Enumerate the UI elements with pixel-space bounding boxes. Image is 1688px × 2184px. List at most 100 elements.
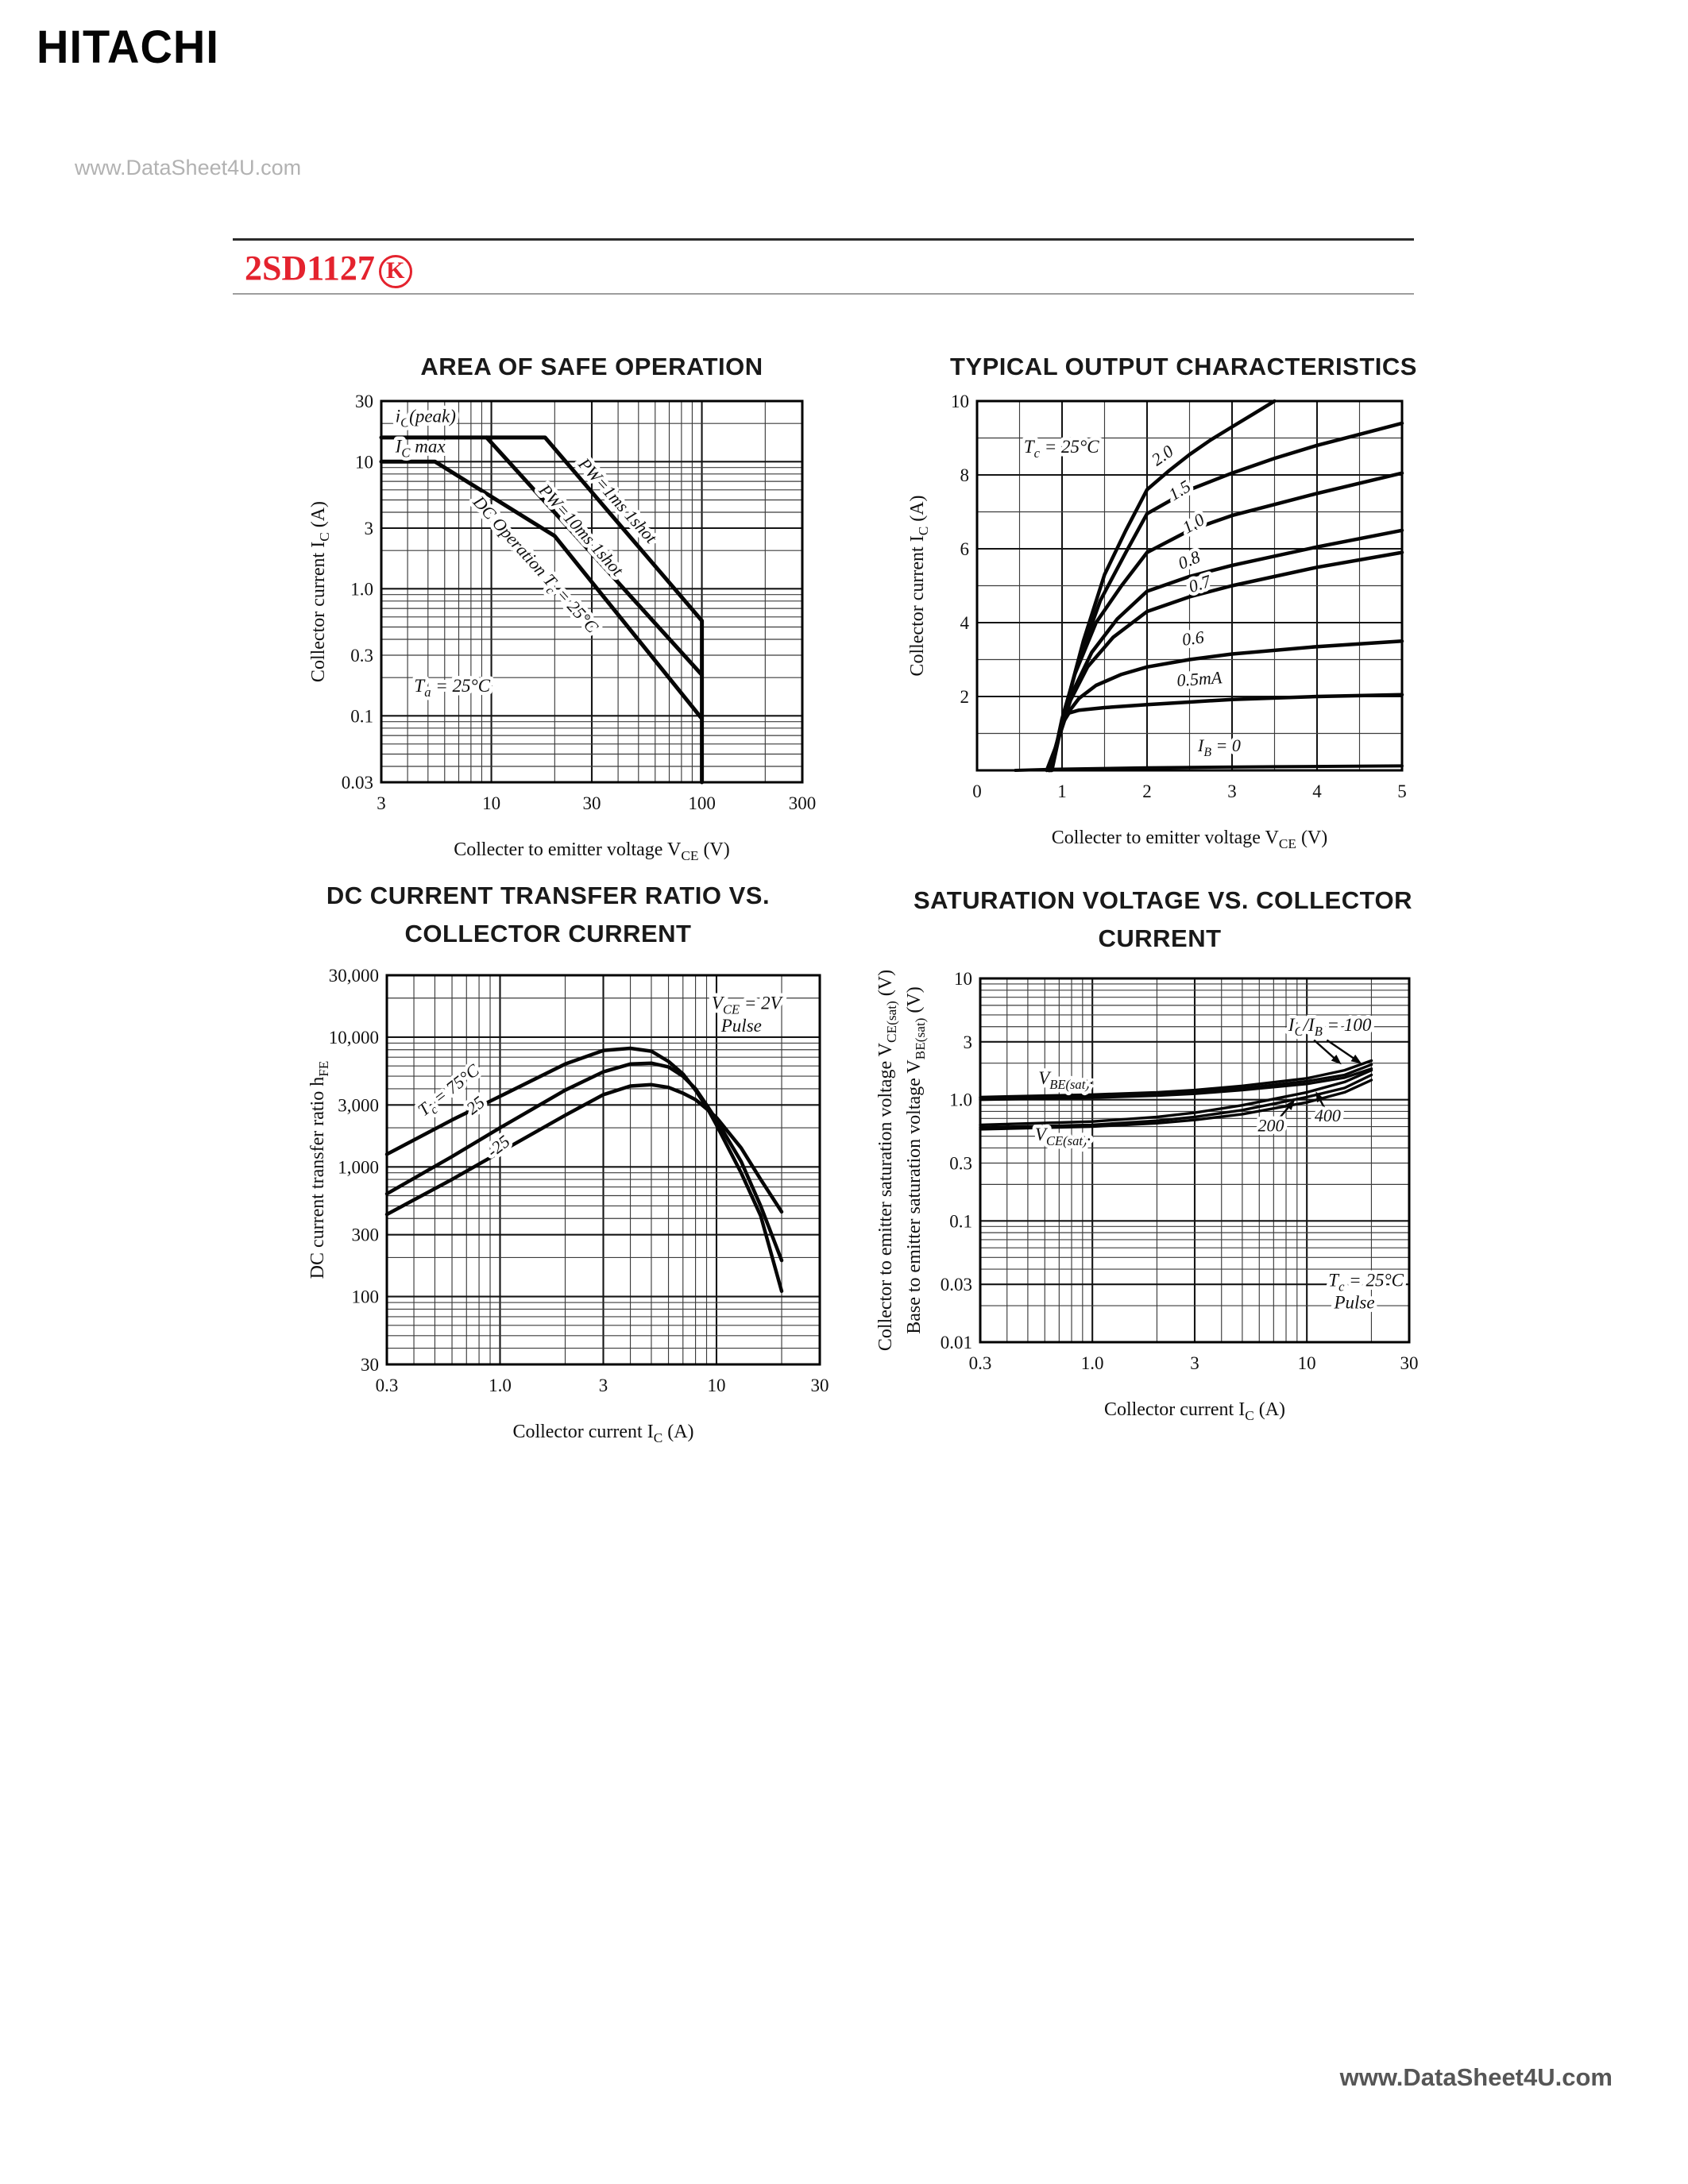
vsat-series-vbe-sat-ic-ib-100 [979,1059,1373,1099]
vsat-series-vce-sat-ic-ib-200 [979,1073,1373,1129]
vsat-y-tick-label: 0.1 [949,1211,972,1231]
hfe-y-tick-label: 1,000 [338,1157,379,1177]
output-x-tick-label: 1 [1057,781,1067,801]
output-y-axis-title: Collector current IC (A) [907,495,931,676]
vsat-annotation-arrowhead-0 [1331,1055,1342,1065]
vsat-tick-labels: 0.3 1.0 3 10 30 10 3 1.0 0.3 0.1 0.03 0.01 [941,969,1419,1373]
vsat-curve-label: 200 [1257,1115,1284,1135]
output-y-tick-label: 4 [960,613,970,633]
vsat-curve-label: VBE(sat). [1038,1068,1094,1092]
aso-y-tick-label: 30 [355,392,373,411]
hfe-y-tick-label: 30,000 [329,966,379,986]
output-x-tick-label: 0 [972,781,982,801]
hfe-curve-label: VCE = 2V [712,993,784,1017]
vsat-x-tick-label: 10 [1298,1353,1316,1373]
vsat-y-tick-label: 3 [964,1032,973,1052]
vsat-x-tick-label: 0.3 [969,1353,992,1373]
vsat-curve-label: VCE(sat). [1035,1125,1091,1148]
vsat-annotation-arrow-0 [1313,1039,1338,1061]
vsat-x-axis-title: Collector current IC (A) [1104,1399,1285,1423]
output-plot-border [975,399,1404,772]
output-x-axis-title: Collecter to emitter voltage VCE (V) [1052,828,1328,851]
vsat-annotation-arrowhead-1 [1350,1054,1362,1064]
vsat-x-tick-label: 1.0 [1081,1353,1104,1373]
output-curve-label: 0.8 [1175,546,1203,573]
output-tick-labels: 0 1 2 3 4 5 2 4 6 8 10 [951,392,1407,801]
output-x-tick-label: 5 [1397,781,1407,801]
output-series-ib-0.5mA [1045,693,1404,773]
hfe-series-tc-minus-25c [384,1082,784,1217]
part-suffix-k-circle: K [378,255,412,288]
output-y-tick-label: 8 [960,465,970,485]
output-series-ib-1.0mA [1048,471,1404,773]
divider-top [233,238,1414,241]
aso-series [379,435,705,785]
aso-y-axis-title: Collector current IC (A) [308,501,332,682]
hfe-y-tick-label: 10,000 [329,1028,379,1048]
aso-curve-label: Ta = 25°C [414,676,490,700]
aso-y-tick-label: 0.03 [342,773,373,793]
aso-series-pw-10ms-1shot [485,435,705,677]
hfe-x-tick-label: 0.3 [376,1376,399,1395]
vsat-curve-label: Pulse [1333,1292,1374,1312]
output-series [1014,399,1404,773]
hfe-y-axis-title: DC current transfer ratio hFE [307,1061,331,1279]
vsat-chart: 0.3 1.0 3 10 30 10 3 1.0 0.3 0.1 0.03 0.01 Collector… [875,969,1419,1423]
hfe-plot-border [385,974,821,1366]
hfe-curve-label: Pulse [720,1016,762,1036]
hfe-series-tc-75c [384,1046,784,1294]
vsat-annotations: VBE(sat). VCE(sat). IC/IB = 100 400 200 Tc = … [1031,1011,1408,1316]
part-number-text: 2SD1127 [245,249,375,287]
output-y-tick-label: 10 [951,392,969,411]
vsat-series-vce-sat-ic-ib-400 [979,1068,1373,1127]
aso-x-axis-title: Collecter to emitter voltage VCE (V) [454,839,730,863]
aso-plot-border [380,399,804,784]
output-x-tick-label: 3 [1227,781,1237,801]
output-curve-label: IB = 0 [1197,735,1241,759]
hfe-y-tick-label: 30 [361,1355,379,1375]
hfe-chart: 0.3 1.0 3 10 30 30,000 10,000 3,000 1,000 300 100 3… [307,966,829,1445]
output-x-tick-label: 4 [1312,781,1322,801]
vsat-curve-label: Tc = 25°C [1328,1270,1404,1294]
aso-curve-label: IC max [395,436,446,460]
vsat-series-vce-sat-ic-ib-100 [979,1078,1373,1131]
hfe-x-tick-label: 1.0 [489,1376,512,1395]
vsat-x-tick-label: 3 [1190,1353,1199,1373]
output-y-tick-label: 6 [960,539,970,559]
vsat-series-vbe-sat-ic-ib-200 [979,1063,1373,1100]
divider-bottom [233,293,1414,295]
vsat-series [979,1059,1373,1131]
aso-x-tick-label: 10 [482,793,500,813]
aso-y-tick-label: 0.3 [350,646,373,666]
output-curve-label: 0.6 [1180,627,1205,650]
vsat-curve-label: 400 [1315,1106,1341,1125]
aso-x-tick-label: 300 [789,793,817,813]
vsat-y-axis-title: Base to emitter saturation voltage VBE(s… [904,986,928,1334]
aso-y-tick-label: 3 [365,519,374,538]
output-y-tick-label: 2 [960,687,970,707]
aso-x-tick-label: 30 [583,793,601,813]
vsat-y-tick-label: 0.03 [941,1275,972,1295]
hfe-x-tick-label: 3 [599,1376,608,1395]
hfe-y-tick-label: 3,000 [338,1095,379,1115]
watermark-top: www.DataSheet4U.com [75,156,302,179]
vsat-y-tick-label: 0.3 [949,1153,972,1173]
vsat-annotation-arrow-3 [1273,1103,1292,1126]
aso-x-tick-label: 100 [688,793,716,813]
chart-title-output: TYPICAL OUTPUT CHARACTERISTICS [950,353,1417,380]
vsat-y-tick-label: 1.0 [949,1090,972,1110]
aso-y-tick-label: 0.1 [350,706,373,726]
chart-title-aso: AREA OF SAFE OPERATION [420,353,763,380]
hfe-series-tc-25c [384,1061,784,1263]
aso-y-tick-label: 10 [355,452,373,472]
chart-title-hfe-line2: COLLECTOR CURRENT [404,920,692,947]
output-curve-label: 0.5mA [1176,667,1223,690]
hfe-y-tick-label: 100 [352,1287,380,1307]
output-chart: 0 1 2 3 4 5 2 4 6 8 10 Collecter to emitter voltage… [907,392,1407,851]
hfe-series [384,1046,784,1294]
aso-chart: 3 10 30 100 300 30 10 3 1.0 0.3 0.1 0.03 Collecter t… [308,392,816,863]
